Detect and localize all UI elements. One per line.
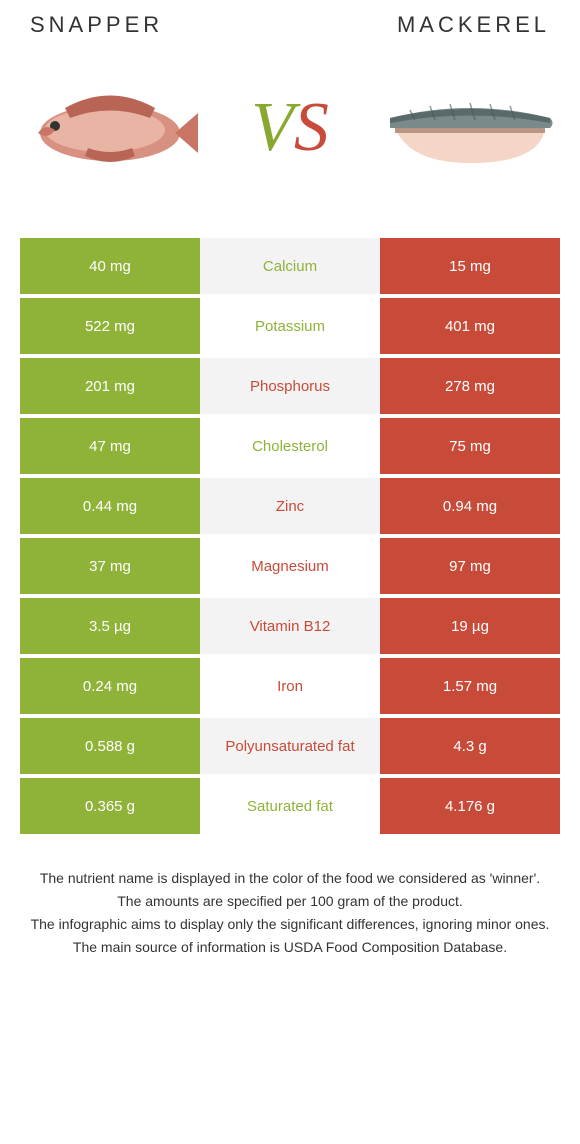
cell-left: 0.24 mg: [20, 658, 200, 714]
cell-right: 19 µg: [380, 598, 560, 654]
cell-left: 0.44 mg: [20, 478, 200, 534]
cell-right: 278 mg: [380, 358, 560, 414]
cell-label: Magnesium: [200, 538, 380, 594]
cell-left: 201 mg: [20, 358, 200, 414]
cell-right: 1.57 mg: [380, 658, 560, 714]
cell-left: 40 mg: [20, 238, 200, 294]
table-row: 0.24 mgIron1.57 mg: [20, 658, 560, 714]
cell-label: Iron: [200, 658, 380, 714]
footer-line: The nutrient name is displayed in the co…: [30, 868, 550, 889]
cell-right: 15 mg: [380, 238, 560, 294]
table-row: 40 mgCalcium15 mg: [20, 238, 560, 294]
footer-line: The main source of information is USDA F…: [30, 937, 550, 958]
footer-line: The amounts are specified per 100 gram o…: [30, 891, 550, 912]
table-row: 0.365 gSaturated fat4.176 g: [20, 778, 560, 834]
cell-right: 75 mg: [380, 418, 560, 474]
cell-label: Potassium: [200, 298, 380, 354]
cell-right: 401 mg: [380, 298, 560, 354]
footer-notes: The nutrient name is displayed in the co…: [0, 838, 580, 958]
table-row: 522 mgPotassium401 mg: [20, 298, 560, 354]
cell-left: 37 mg: [20, 538, 200, 594]
cell-left: 47 mg: [20, 418, 200, 474]
snapper-image: [20, 68, 200, 188]
table-row: 201 mgPhosphorus278 mg: [20, 358, 560, 414]
cell-left: 0.588 g: [20, 718, 200, 774]
table-row: 47 mgCholesterol75 mg: [20, 418, 560, 474]
cell-left: 0.365 g: [20, 778, 200, 834]
cell-right: 4.176 g: [380, 778, 560, 834]
cell-label: Cholesterol: [200, 418, 380, 474]
footer-line: The infographic aims to display only the…: [30, 914, 550, 935]
vs-v: V: [251, 89, 294, 166]
cell-label: Calcium: [200, 238, 380, 294]
title-left: SNAPPER: [30, 12, 163, 38]
vs-row: VS: [0, 38, 580, 238]
vs-s: S: [294, 89, 329, 166]
title-right: MACKEREL: [397, 12, 550, 38]
cell-left: 3.5 µg: [20, 598, 200, 654]
cell-right: 97 mg: [380, 538, 560, 594]
cell-right: 0.94 mg: [380, 478, 560, 534]
comparison-table: 40 mgCalcium15 mg522 mgPotassium401 mg20…: [0, 238, 580, 834]
vs-label: VS: [251, 88, 329, 168]
cell-right: 4.3 g: [380, 718, 560, 774]
cell-label: Polyunsaturated fat: [200, 718, 380, 774]
header: SNAPPER MACKEREL: [0, 0, 580, 38]
table-row: 0.588 gPolyunsaturated fat4.3 g: [20, 718, 560, 774]
cell-label: Saturated fat: [200, 778, 380, 834]
table-row: 3.5 µgVitamin B1219 µg: [20, 598, 560, 654]
table-row: 0.44 mgZinc0.94 mg: [20, 478, 560, 534]
mackerel-image: [380, 68, 560, 188]
cell-left: 522 mg: [20, 298, 200, 354]
cell-label: Vitamin B12: [200, 598, 380, 654]
cell-label: Phosphorus: [200, 358, 380, 414]
table-row: 37 mgMagnesium97 mg: [20, 538, 560, 594]
cell-label: Zinc: [200, 478, 380, 534]
